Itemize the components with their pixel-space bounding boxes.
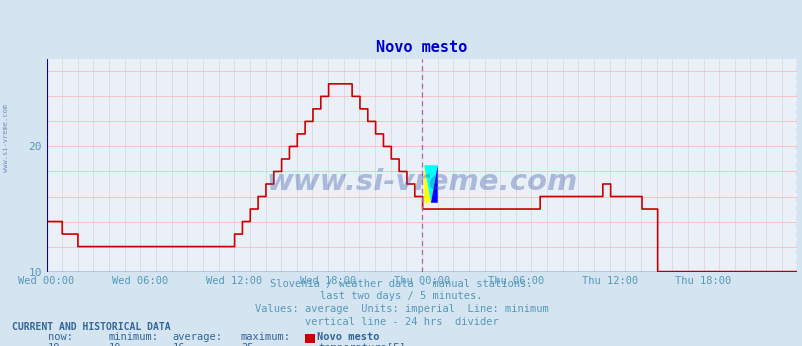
Text: now:: now: <box>48 332 73 342</box>
Text: 16: 16 <box>172 343 185 346</box>
Text: Values: average  Units: imperial  Line: minimum: Values: average Units: imperial Line: mi… <box>254 304 548 314</box>
Text: Novo mesto: Novo mesto <box>317 332 379 342</box>
Polygon shape <box>423 165 437 203</box>
Polygon shape <box>423 165 431 203</box>
Text: average:: average: <box>172 332 222 342</box>
Text: minimum:: minimum: <box>108 332 158 342</box>
Text: vertical line - 24 hrs  divider: vertical line - 24 hrs divider <box>304 317 498 327</box>
Text: 25: 25 <box>241 343 253 346</box>
Text: temperature[F]: temperature[F] <box>318 343 406 346</box>
Text: Slovenia / weather data - manual stations.: Slovenia / weather data - manual station… <box>270 279 532 289</box>
Text: 10: 10 <box>48 343 61 346</box>
Text: maximum:: maximum: <box>241 332 290 342</box>
Text: 10: 10 <box>108 343 121 346</box>
Text: www.si-vreme.com: www.si-vreme.com <box>266 168 577 196</box>
Polygon shape <box>431 165 437 203</box>
Text: last two days / 5 minutes.: last two days / 5 minutes. <box>320 291 482 301</box>
Title: Novo mesto: Novo mesto <box>376 40 467 55</box>
Text: CURRENT AND HISTORICAL DATA: CURRENT AND HISTORICAL DATA <box>12 322 171 333</box>
Text: www.si-vreme.com: www.si-vreme.com <box>3 104 10 172</box>
